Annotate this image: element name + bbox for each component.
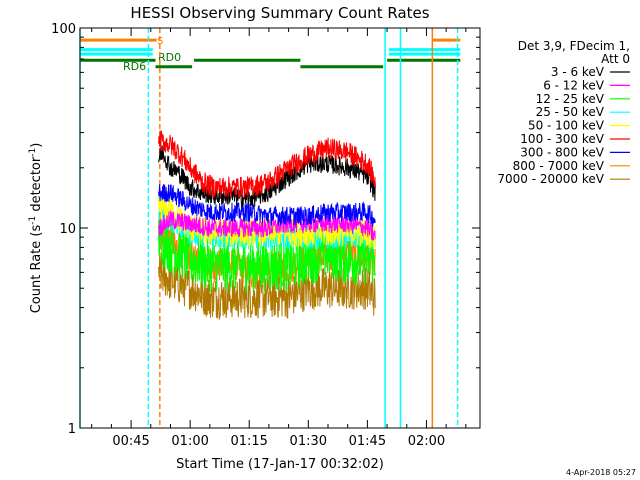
x-tick-label: 01:30 [290, 434, 327, 449]
series-line [158, 130, 376, 198]
chart-title: HESSI Observing Summary Count Rates [130, 4, 429, 22]
series-line [158, 216, 376, 294]
legend-label: 50 - 100 keV [528, 119, 605, 133]
y-axis-label: Count Rate (s-1 detector-1) [28, 143, 44, 314]
series-line [158, 253, 376, 321]
legend-header: Det 3,9, FDecim 1, [518, 39, 630, 53]
legend-label: 25 - 50 keV [536, 105, 605, 119]
y-tick-label: 10 [59, 222, 76, 237]
legend-label: 6 - 12 keV [543, 78, 605, 92]
timestamp: 4-Apr-2018 05:27 [566, 468, 636, 477]
series-line [158, 184, 376, 227]
flag-bars: S RD0 RD6 [80, 36, 461, 73]
x-tick-label: 02:00 [408, 434, 445, 449]
y-tick-label: 100 [51, 22, 76, 37]
series-lines [158, 130, 376, 321]
flag-label: S [157, 36, 163, 47]
legend-label: 300 - 800 keV [520, 145, 604, 159]
y-axis-label-end: ) [29, 143, 44, 148]
legend-label: 7000 - 20000 keV [497, 172, 604, 186]
x-axis-label: Start Time (17-Jan-17 00:32:02) [176, 457, 384, 472]
x-tick-label: 00:45 [112, 434, 149, 449]
legend-label: 3 - 6 keV [551, 65, 605, 79]
flag-label: RD6 [123, 60, 146, 73]
y-axis-label-sup1: -1 [28, 216, 38, 225]
y-axis-label-main: Count Rate (s [29, 225, 44, 314]
x-tick-label: 01:00 [171, 434, 208, 449]
series-line [158, 210, 376, 241]
y-axis-label-mid: detector [29, 156, 44, 216]
y-axis-label-sup2: -1 [28, 148, 38, 157]
y-tick-label: 1 [68, 422, 76, 437]
flag-label: RD0 [158, 51, 181, 64]
legend-label: 100 - 300 keV [520, 132, 604, 146]
legend-header: Att 0 [601, 52, 630, 66]
x-tick-label: 01:45 [349, 434, 386, 449]
legend-label: 800 - 7000 keV [513, 159, 605, 173]
series-line [158, 145, 376, 208]
legend-label: 12 - 25 keV [536, 92, 605, 106]
svg-text:Count Rate (s-1 detector-1): Count Rate (s-1 detector-1) [28, 143, 44, 314]
x-tick-label: 01:15 [230, 434, 267, 449]
axes: 00:45 01:00 01:15 01:30 01:45 02:00 1 10 100 [51, 22, 481, 449]
